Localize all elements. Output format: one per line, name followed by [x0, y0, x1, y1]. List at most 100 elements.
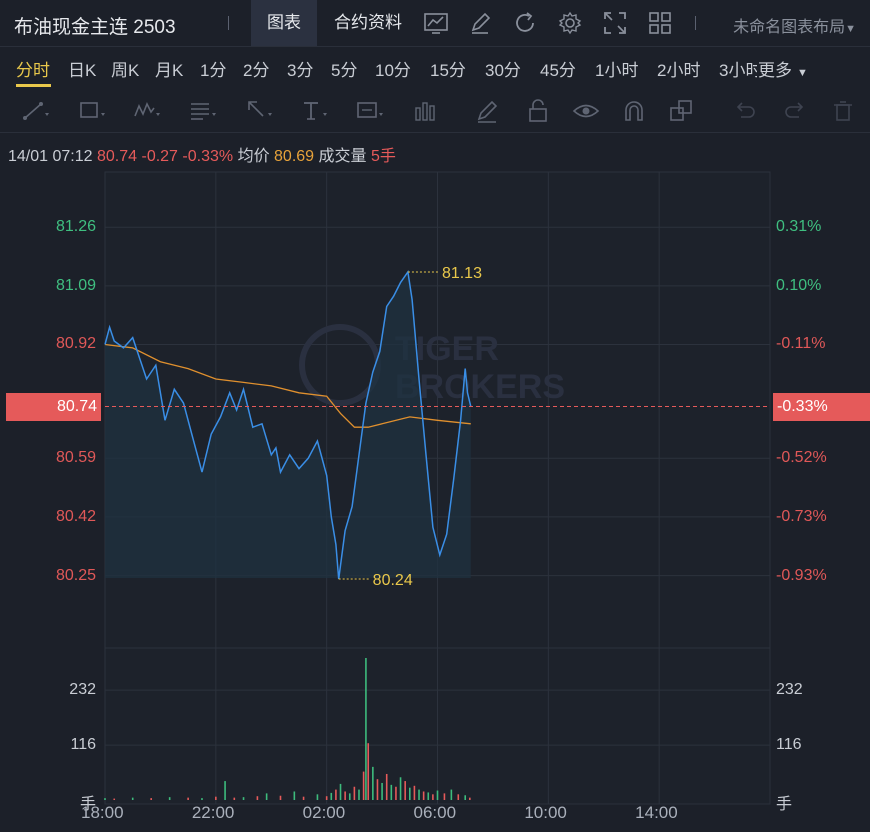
magnet-icon[interactable]	[620, 98, 648, 124]
low-marker-label: 80.24	[373, 572, 413, 589]
tab-chart[interactable]: 图表	[251, 0, 317, 46]
layers-icon[interactable]	[668, 98, 696, 124]
volume-bar	[353, 786, 356, 800]
volume-bar	[293, 791, 296, 800]
volume-bar	[187, 797, 189, 800]
arrow-tool-icon[interactable]	[245, 98, 273, 124]
volume-bar	[358, 789, 360, 800]
volume-bar	[104, 798, 106, 800]
volume-bar	[344, 791, 346, 800]
volume-bar	[372, 766, 374, 800]
period-1min[interactable]: 1分	[200, 61, 227, 80]
volume-bar	[242, 797, 245, 800]
volume-bar	[464, 795, 467, 800]
volume-bar	[436, 790, 439, 800]
volume-bar	[256, 796, 259, 800]
y-axis-label-right: -0.73%	[776, 507, 827, 525]
volume-bar	[376, 779, 379, 800]
delete-icon[interactable]	[829, 98, 857, 124]
period-2min[interactable]: 2分	[243, 61, 270, 80]
text-tool-icon[interactable]	[300, 98, 328, 124]
volume-bar	[113, 798, 116, 800]
volume-bar	[233, 797, 236, 800]
avg-price-value: 80.69	[274, 148, 315, 165]
indicator-icon[interactable]	[423, 10, 449, 36]
volume-label: 成交量	[318, 148, 367, 165]
annotation-tool-icon[interactable]	[356, 98, 384, 124]
period-10min[interactable]: 10分	[375, 61, 411, 80]
volume-bar	[408, 787, 411, 800]
price-line	[104, 270, 472, 580]
volume-bar	[362, 771, 365, 800]
quote-price: 80.74	[96, 148, 138, 165]
volume-bar	[302, 796, 305, 800]
y-axis-label-left: 81.26	[55, 218, 96, 236]
volume-bar	[381, 782, 383, 800]
period-45min[interactable]: 45分	[540, 61, 576, 80]
layout-selector[interactable]: 未命名图表布局▼	[733, 13, 856, 37]
period-15min[interactable]: 15分	[430, 61, 466, 80]
high-marker-label: 81.13	[442, 265, 482, 282]
period-3hour[interactable]: 3小时	[719, 61, 757, 80]
volume-bar	[450, 789, 453, 800]
volume-bar	[457, 794, 460, 800]
period-1hour[interactable]: 1小时	[595, 61, 639, 80]
draw-pen-icon[interactable]	[467, 10, 493, 36]
fullscreen-icon[interactable]	[602, 10, 628, 36]
volume-bar	[399, 777, 402, 800]
volume-bar	[150, 798, 152, 800]
trendline-tool-icon[interactable]	[22, 98, 50, 124]
layout-label: 未命名图表布局	[733, 19, 846, 36]
period-2hour[interactable]: 2小时	[657, 61, 701, 80]
period-30min[interactable]: 30分	[485, 61, 521, 80]
rectangle-tool-icon[interactable]	[78, 98, 106, 124]
y-axis-label-right: -0.52%	[776, 449, 827, 467]
volume-bar	[201, 798, 203, 800]
volume-axis-label-right: 232	[776, 681, 803, 699]
grid-layout-icon[interactable]	[647, 10, 673, 36]
x-axis-label: 02:00	[302, 803, 346, 822]
caret-down-icon: ▼	[845, 23, 856, 35]
y-axis-label-left: 80.59	[55, 449, 96, 467]
x-axis-label: 18:00	[81, 803, 124, 822]
undo-icon[interactable]	[731, 98, 759, 124]
volume-bar	[443, 793, 446, 800]
period-more[interactable]: 更多 ▼	[758, 56, 808, 81]
volume-bar	[339, 783, 342, 800]
volume-bar	[469, 797, 471, 800]
fibonacci-tool-icon[interactable]	[189, 98, 217, 124]
volume-bar	[390, 784, 393, 800]
volume-bar	[215, 796, 217, 800]
brush-icon[interactable]	[474, 98, 502, 124]
period-timeshare[interactable]: 分时	[16, 61, 50, 80]
settings-icon[interactable]	[557, 10, 583, 36]
volume-bar	[335, 789, 337, 800]
instrument-title: 布油现金主连 2503	[14, 17, 176, 38]
y-axis-label-right: -0.11%	[776, 335, 826, 353]
pattern-tool-icon[interactable]	[133, 98, 161, 124]
volume-bar	[279, 795, 282, 800]
x-axis-label: 10:00	[524, 803, 567, 822]
eye-icon[interactable]	[572, 98, 600, 124]
drawing-toolbar	[0, 90, 870, 133]
volume-bar	[330, 792, 333, 800]
period-weekly[interactable]: 周K	[111, 61, 140, 80]
volume-bar	[395, 786, 397, 800]
volume-axis-label-left: 232	[69, 681, 96, 699]
y-axis-label-right: 0.31%	[776, 218, 822, 236]
period-3min[interactable]: 3分	[287, 61, 314, 80]
tab-contract-info[interactable]: 合约资料	[334, 13, 402, 32]
y-axis-label-left: 80.92	[55, 335, 96, 353]
bar-tool-icon[interactable]	[412, 98, 440, 124]
refresh-icon[interactable]	[512, 10, 538, 36]
quote-change: -0.27	[141, 148, 178, 165]
volume-value: 5手	[371, 148, 396, 165]
volume-bar	[168, 797, 171, 800]
period-daily[interactable]: 日K	[68, 61, 97, 80]
redo-icon[interactable]	[781, 98, 809, 124]
lock-icon[interactable]	[524, 98, 552, 124]
period-5min[interactable]: 5分	[331, 61, 358, 80]
volume-bar	[422, 791, 425, 800]
x-axis-label: 06:00	[413, 803, 457, 822]
period-monthly[interactable]: 月K	[155, 61, 184, 80]
